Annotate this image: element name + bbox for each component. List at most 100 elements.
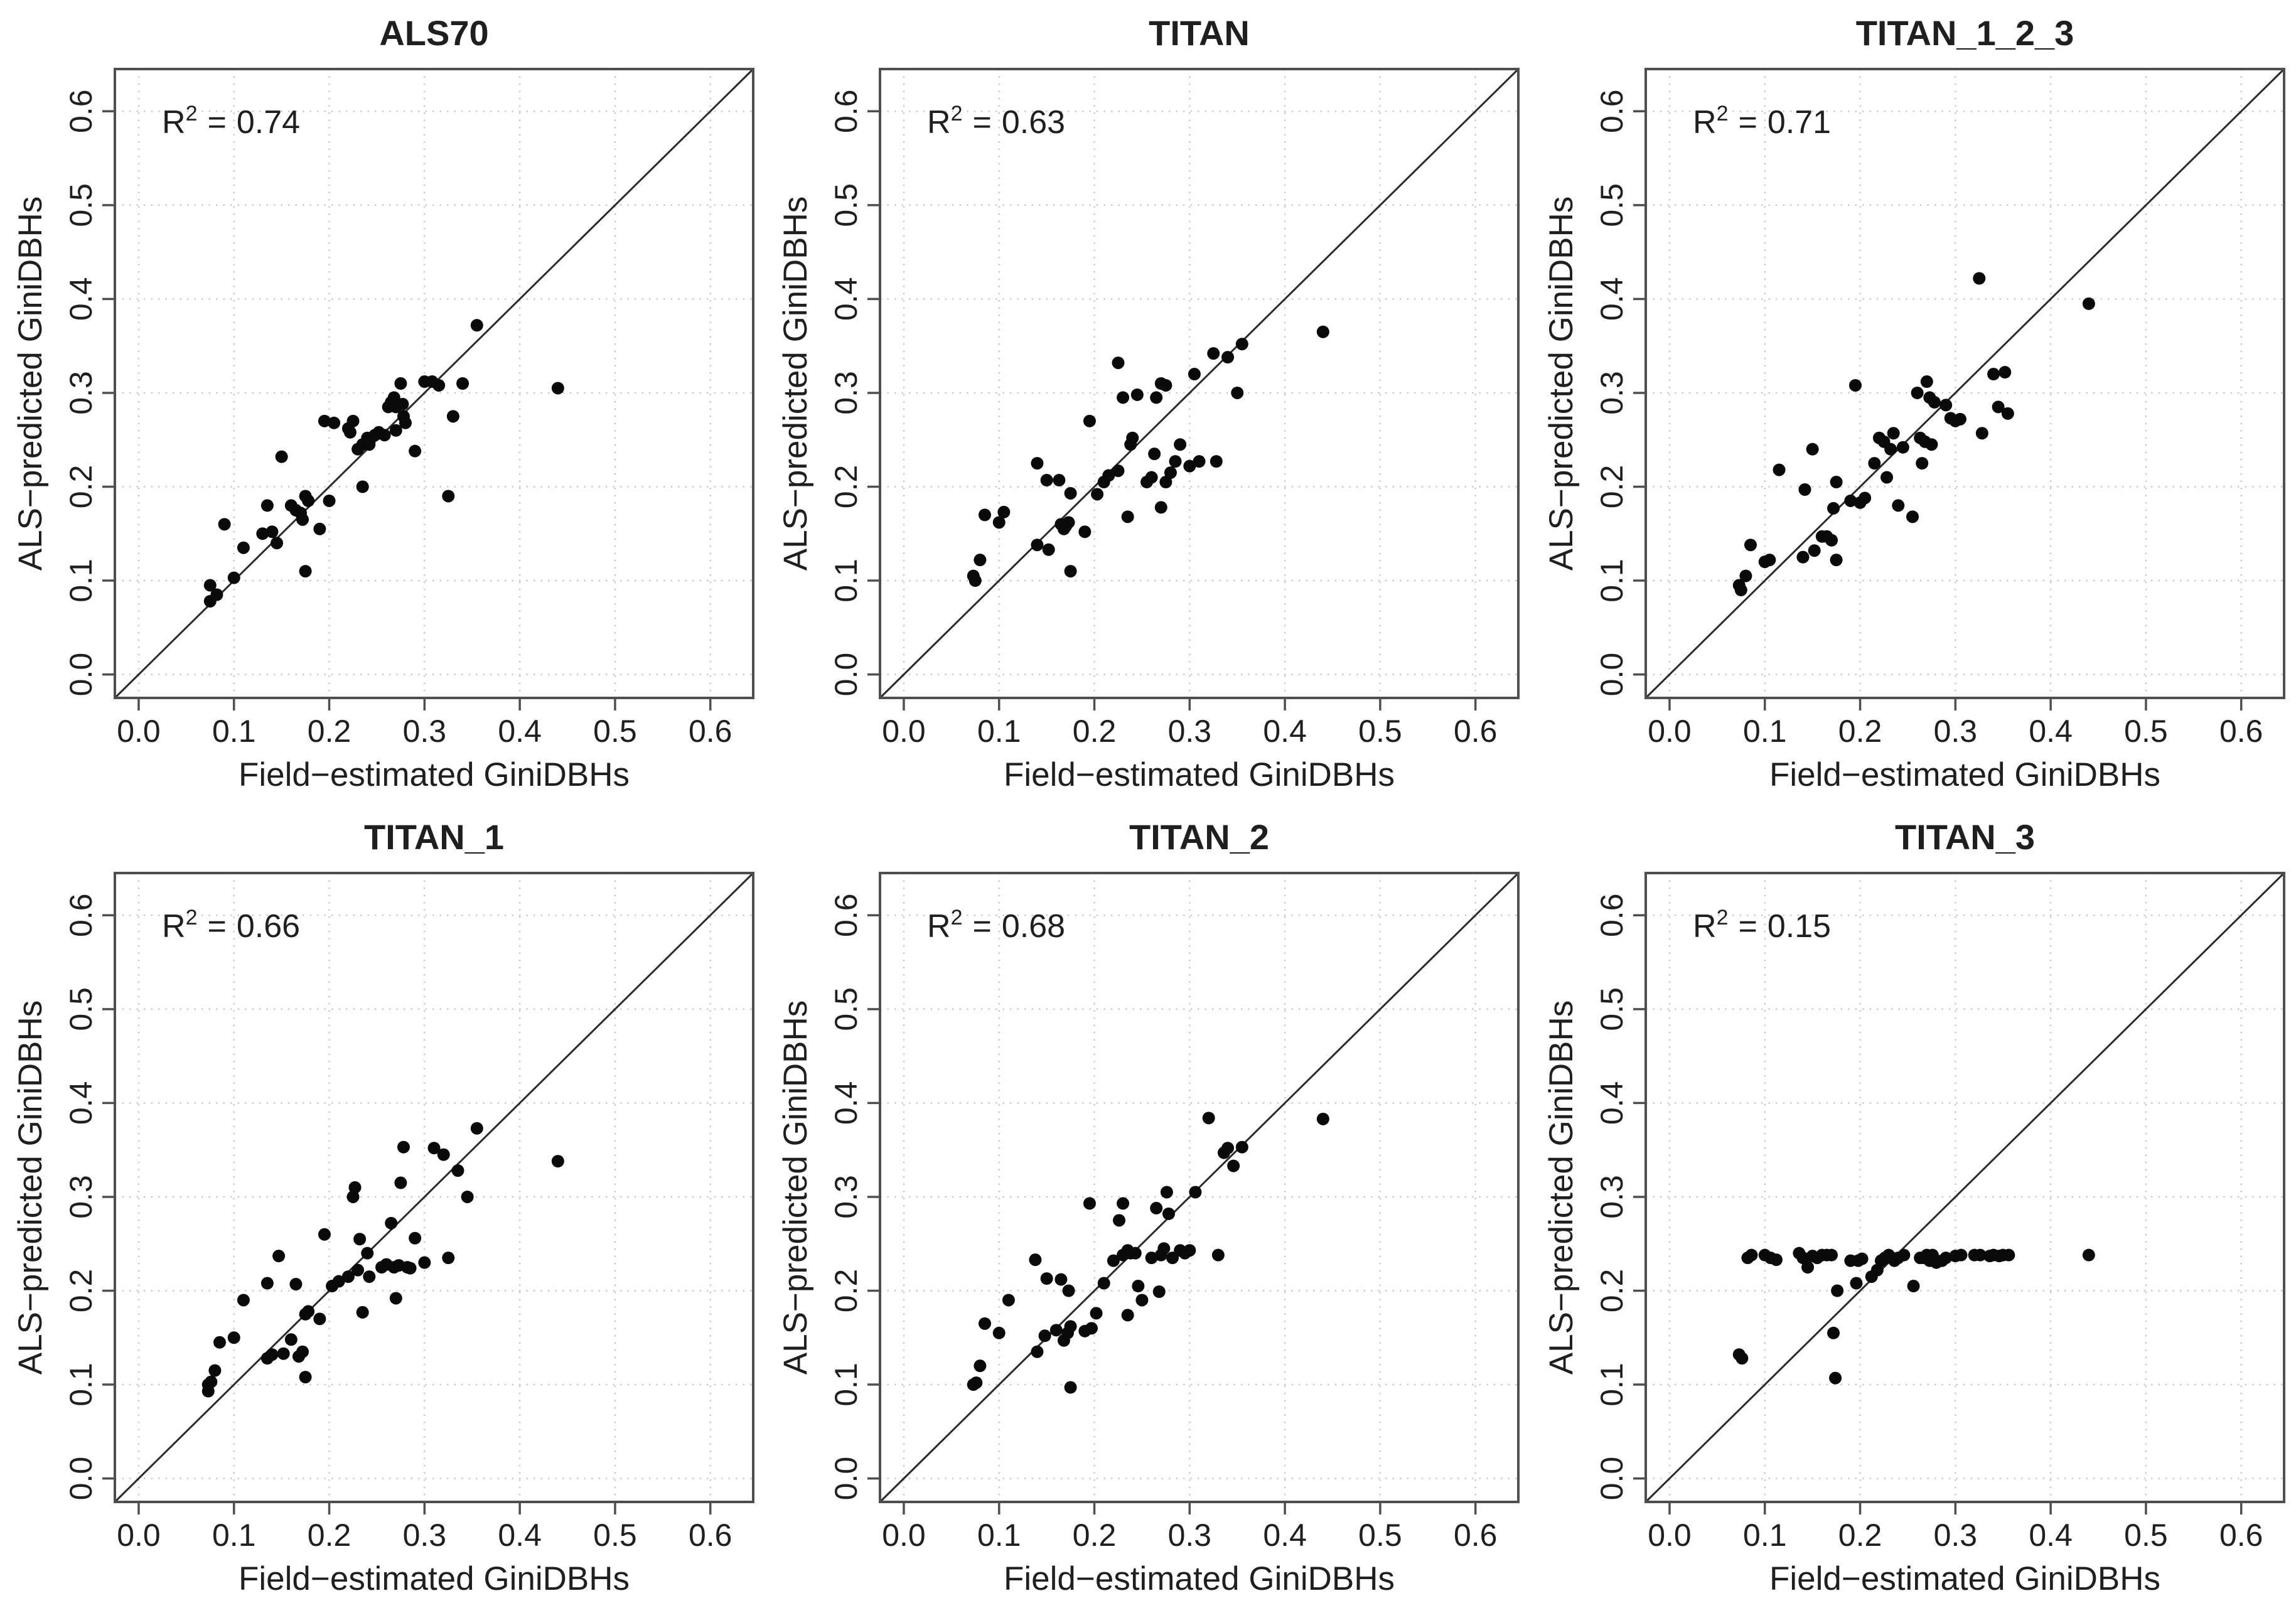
panel-title: ALS70 — [379, 13, 488, 53]
data-point — [210, 588, 223, 601]
data-point — [289, 1278, 303, 1291]
data-point — [378, 429, 391, 442]
data-point — [1117, 391, 1130, 404]
data-point — [1064, 565, 1077, 578]
data-point — [1955, 1248, 1968, 1262]
data-point — [1053, 474, 1066, 487]
y-tick-label: 0.4 — [829, 1081, 864, 1125]
x-tick-label: 0.5 — [593, 714, 637, 749]
data-point — [1161, 1186, 1174, 1199]
y-tick-label: 0.5 — [829, 183, 864, 227]
y-axis-label: ALS−predicted GiniDBHs — [12, 196, 49, 571]
data-point — [1207, 347, 1220, 360]
data-point — [1825, 1248, 1838, 1262]
data-point — [1083, 1197, 1097, 1210]
y-tick-label: 0.0 — [1594, 653, 1629, 697]
data-point — [2082, 1248, 2095, 1262]
data-point — [2002, 1248, 2015, 1262]
plot-box — [114, 68, 755, 699]
y-tick-label: 0.4 — [1594, 277, 1629, 321]
data-point — [427, 1142, 441, 1155]
data-point — [1183, 1244, 1196, 1257]
y-tick-label: 0.5 — [63, 987, 99, 1031]
data-point — [1064, 486, 1077, 500]
data-point — [272, 1250, 286, 1263]
x-tick-label: 0.2 — [1073, 714, 1117, 749]
r2-prefix: R — [162, 908, 186, 945]
data-point — [979, 508, 992, 522]
r2-prefix: R — [1693, 104, 1717, 141]
data-point — [997, 505, 1011, 518]
data-point — [1896, 441, 1909, 454]
x-tick-label: 0.6 — [689, 1518, 732, 1553]
data-point — [1855, 1252, 1869, 1265]
data-point — [1112, 356, 1125, 370]
x-axis-label: Field−estimated GiniDBHs — [1769, 756, 2160, 793]
r-squared-annotation: R2 = 0.74 — [162, 102, 300, 141]
y-tick-label: 0.1 — [829, 1363, 864, 1407]
data-point — [1317, 1112, 1330, 1125]
data-point — [1739, 569, 1752, 582]
data-point — [1164, 466, 1178, 480]
data-point — [1798, 483, 1811, 496]
r2-superscript: 2 — [951, 102, 963, 126]
x-tick-label: 0.2 — [1838, 1518, 1882, 1553]
data-point — [299, 565, 312, 578]
identity-line — [114, 872, 754, 1503]
data-point — [1040, 1272, 1053, 1285]
data-point — [1145, 1252, 1158, 1265]
data-point — [1078, 525, 1092, 539]
data-point — [1887, 427, 1900, 440]
data-point — [1212, 1248, 1225, 1262]
r2-prefix: R — [1693, 908, 1717, 945]
r2-value: 0.63 — [1002, 104, 1065, 141]
data-point — [275, 450, 288, 463]
data-point — [227, 1331, 240, 1344]
data-point — [470, 319, 483, 332]
data-point — [394, 377, 407, 390]
x-tick-label: 0.0 — [1648, 714, 1692, 749]
x-tick-label: 0.1 — [1743, 714, 1787, 749]
y-tick-label: 0.6 — [63, 894, 99, 938]
data-point — [1031, 1345, 1044, 1358]
data-point — [356, 1305, 369, 1319]
data-point — [1193, 455, 1206, 468]
plot-box — [1644, 68, 2285, 699]
scatter-plot-titan-1: 0.0 0.0 0.1 0.1 0.2 0.2 0.3 0.3 0.4 0.4 0.5 0.5 0.6 0… — [12, 817, 755, 1597]
data-point — [1897, 1248, 1911, 1262]
data-point — [1850, 1277, 1863, 1290]
r-squared-annotation: R2 = 0.63 — [927, 102, 1065, 141]
y-tick-label: 0.6 — [829, 90, 864, 134]
data-point — [446, 410, 459, 423]
data-point — [979, 1317, 992, 1330]
x-tick-label: 0.1 — [977, 1518, 1021, 1553]
data-point — [1227, 1159, 1240, 1172]
y-tick-label: 0.6 — [63, 90, 99, 134]
x-tick-label: 0.1 — [977, 714, 1021, 749]
x-tick-label: 0.0 — [1648, 1518, 1692, 1553]
data-point — [313, 522, 326, 535]
r-squared-annotation: R2 = 0.71 — [1693, 102, 1831, 141]
data-point — [1162, 1207, 1176, 1220]
data-point — [451, 1164, 464, 1177]
y-tick-label: 0.2 — [829, 465, 864, 509]
data-point — [1169, 455, 1182, 468]
data-point — [1050, 1324, 1063, 1337]
x-axis-label: Field−estimated GiniDBHs — [239, 1560, 630, 1597]
data-point — [1762, 554, 1776, 567]
y-tick-label: 0.5 — [1594, 987, 1629, 1031]
data-point — [208, 1364, 222, 1377]
y-tick-label: 0.2 — [829, 1269, 864, 1313]
panel-titan-1: 0.0 0.0 0.1 0.1 0.2 0.2 0.3 0.3 0.4 0.4 0.5 0.5 0.6 0… — [0, 804, 765, 1608]
data-point — [1907, 1280, 1920, 1293]
data-point — [1117, 1197, 1130, 1210]
data-point — [1203, 1112, 1216, 1125]
data-point — [1773, 463, 1786, 476]
data-point — [346, 1190, 360, 1203]
y-tick-label: 0.5 — [1594, 183, 1629, 227]
y-tick-label: 0.6 — [1594, 894, 1629, 938]
data-point — [1880, 471, 1893, 484]
y-tick-label: 0.5 — [63, 183, 99, 227]
y-tick-label: 0.1 — [63, 1363, 99, 1407]
